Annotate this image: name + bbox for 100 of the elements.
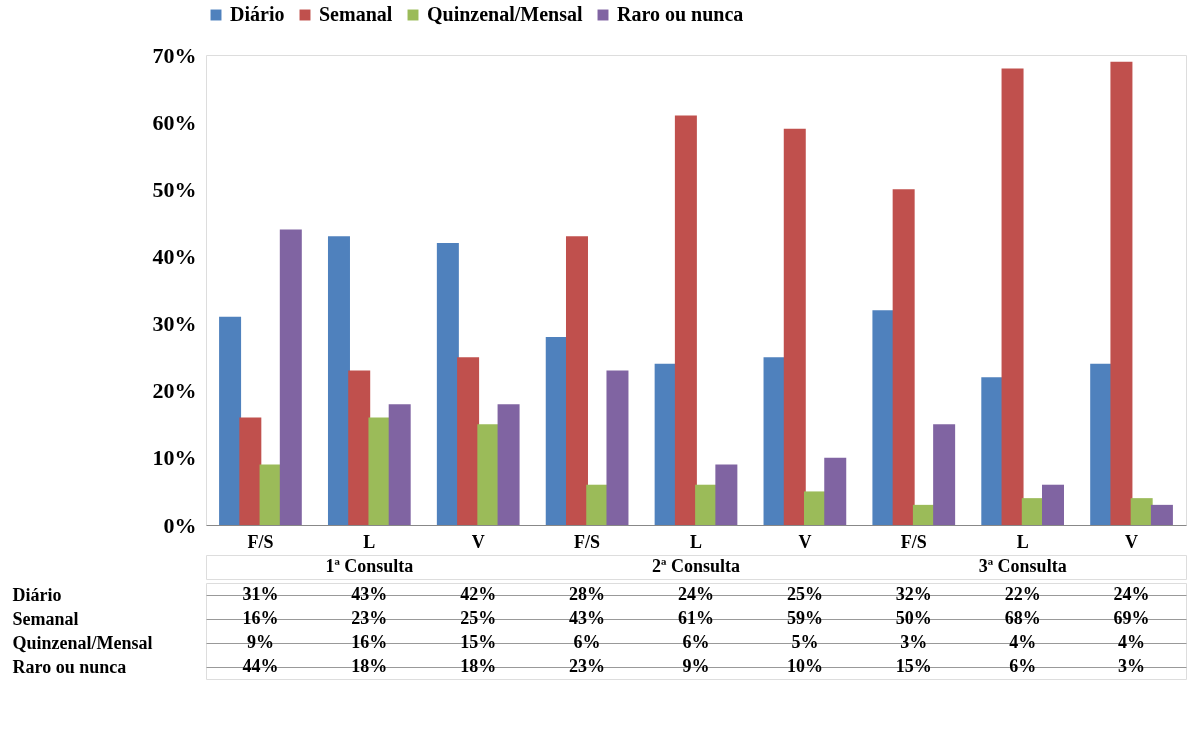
data-label: 50% bbox=[895, 608, 932, 628]
data-label: 6% bbox=[1009, 656, 1037, 676]
y-tick-label: 30% bbox=[152, 311, 197, 337]
data-label: 22% bbox=[1004, 584, 1041, 604]
data-label: 6% bbox=[682, 632, 710, 652]
bar bbox=[457, 357, 480, 525]
x-tick-label: L bbox=[1016, 531, 1029, 552]
data-label: 15% bbox=[895, 656, 932, 676]
bar bbox=[804, 491, 827, 525]
x-tick-label: F/S bbox=[247, 531, 274, 552]
data-label: 4% bbox=[1009, 632, 1037, 652]
x-tick-label: L bbox=[363, 531, 376, 552]
x-tick-label: F/S bbox=[574, 531, 601, 552]
data-label: 25% bbox=[460, 608, 497, 628]
bar bbox=[586, 484, 609, 525]
bar bbox=[824, 457, 847, 525]
text: 3ª Consulta bbox=[978, 556, 1067, 576]
bar bbox=[388, 404, 411, 525]
bar bbox=[763, 357, 786, 525]
bar bbox=[348, 370, 371, 525]
data-label: 59% bbox=[786, 608, 823, 628]
bar bbox=[239, 417, 262, 525]
bar bbox=[606, 370, 629, 525]
y-tick-label: 60% bbox=[152, 109, 197, 135]
bar bbox=[368, 417, 391, 525]
x-tick-label: L bbox=[689, 531, 703, 552]
x-tick-label: V bbox=[798, 531, 812, 552]
x-tick-label: F/S bbox=[900, 531, 927, 552]
data-label: 43% bbox=[351, 584, 388, 604]
data-label: 3% bbox=[1118, 656, 1146, 676]
bar bbox=[912, 504, 935, 525]
x-tick-label: V bbox=[471, 531, 485, 552]
bar bbox=[1150, 504, 1173, 525]
data-label: 6% bbox=[573, 632, 601, 652]
bar bbox=[783, 128, 806, 525]
y-tick-label: 20% bbox=[152, 378, 197, 404]
bar bbox=[933, 424, 956, 525]
data-label: 23% bbox=[569, 656, 606, 676]
data-label: 32% bbox=[895, 584, 932, 604]
data-label: 43% bbox=[569, 608, 606, 628]
data-label: 5% bbox=[791, 632, 819, 652]
bar bbox=[1001, 68, 1024, 525]
data-label: 24% bbox=[1113, 584, 1150, 604]
data-label: 44% bbox=[242, 656, 279, 676]
bar bbox=[259, 464, 282, 525]
data-label: 16% bbox=[242, 608, 279, 628]
bar bbox=[1090, 363, 1113, 525]
bar bbox=[497, 404, 520, 525]
data-label: 18% bbox=[460, 656, 497, 676]
text: 1ª Consulta bbox=[325, 556, 414, 576]
data-label: 15% bbox=[460, 632, 497, 652]
bar bbox=[1021, 498, 1044, 525]
y-tick-label: 50% bbox=[152, 176, 197, 202]
bar bbox=[654, 363, 677, 525]
bar bbox=[327, 236, 350, 525]
legend-label: Raro ou nunca bbox=[617, 3, 744, 25]
data-label: 31% bbox=[242, 584, 279, 604]
data-label: 9% bbox=[246, 632, 274, 652]
bar bbox=[1110, 61, 1133, 525]
bar bbox=[1042, 484, 1065, 525]
data-label: 9% bbox=[682, 656, 710, 676]
data-label: 4% bbox=[1118, 632, 1146, 652]
data-label: 3% bbox=[900, 632, 928, 652]
bar bbox=[1130, 498, 1153, 525]
bar bbox=[981, 377, 1004, 525]
legend-label: Semanal bbox=[319, 3, 393, 25]
legend-label: Quinzenal/Mensal bbox=[427, 3, 584, 25]
data-label: 16% bbox=[351, 632, 388, 652]
data-label: 28% bbox=[569, 584, 606, 604]
text: Diário bbox=[12, 584, 62, 605]
bar bbox=[545, 337, 568, 525]
bar bbox=[872, 310, 895, 525]
y-tick-label: 40% bbox=[152, 243, 197, 269]
data-label: 68% bbox=[1004, 608, 1041, 628]
data-label: 61% bbox=[678, 608, 714, 628]
bar bbox=[219, 316, 242, 525]
data-label: 25% bbox=[786, 584, 823, 604]
y-tick-label: 10% bbox=[152, 445, 197, 471]
text: Raro ou nunca bbox=[12, 656, 127, 677]
bar bbox=[695, 484, 718, 525]
y-tick-label: 70% bbox=[152, 42, 197, 68]
bar bbox=[674, 115, 697, 525]
data-label: 23% bbox=[351, 608, 388, 628]
data-label: 69% bbox=[1113, 608, 1150, 628]
data-label: 18% bbox=[351, 656, 388, 676]
data-label: 24% bbox=[678, 584, 714, 604]
y-tick-label: 0% bbox=[163, 512, 197, 538]
text: Quinzenal/Mensal bbox=[12, 632, 153, 653]
bar bbox=[892, 189, 915, 525]
bar bbox=[715, 464, 738, 525]
text: 2ª Consulta bbox=[652, 556, 740, 576]
legend-label: Diário bbox=[230, 3, 285, 25]
bar bbox=[279, 229, 302, 525]
text: Semanal bbox=[12, 608, 79, 629]
data-label: 10% bbox=[786, 656, 823, 676]
data-label: 42% bbox=[460, 584, 497, 604]
bar bbox=[436, 243, 459, 525]
bar bbox=[477, 424, 500, 525]
bar bbox=[565, 236, 588, 525]
x-tick-label: V bbox=[1125, 531, 1139, 552]
